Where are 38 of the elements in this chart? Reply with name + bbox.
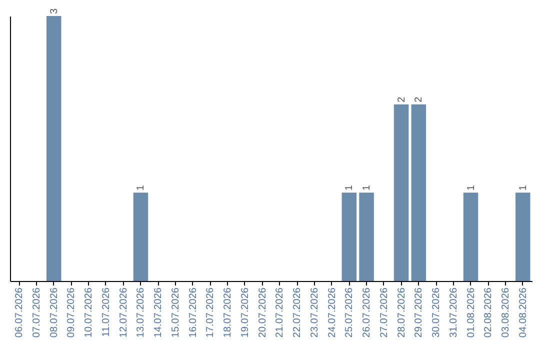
x-tick-label: 25.07.2026 [344,287,356,338]
data-label: 1 [362,184,373,191]
data-label: 1 [344,184,356,191]
x-tick-label: 03.08.2026 [500,287,512,338]
x-tick-label: 02.08.2026 [483,287,494,338]
x-tick-label: 15.07.2026 [170,287,182,338]
x-tick-label: 31.07.2026 [448,287,460,338]
data-label: 2 [396,96,408,102]
x-tick-label: 04.08.2026 [518,287,529,338]
data-label: 3 [48,8,60,14]
x-tick-label: 23.07.2026 [309,287,320,338]
data-label: 1 [466,184,477,191]
x-tick-label: 28.07.2026 [396,287,408,338]
x-tick-label: 06.07.2026 [14,287,26,338]
x-tick-label: 09.07.2026 [66,287,78,338]
x-tick-label: 08.07.2026 [48,287,60,338]
x-tick-label: 21.07.2026 [274,287,286,338]
x-tick-label: 12.07.2026 [118,287,130,338]
x-tick-label: 30.07.2026 [431,287,442,338]
data-label: 1 [518,184,529,191]
x-tick-label: 11.07.2026 [100,287,112,337]
x-tick-label: 19.07.2026 [240,287,251,338]
x-tick-label: 16.07.2026 [188,287,199,338]
x-tick-label: 26.07.2026 [362,287,373,338]
x-tick-label: 17.07.2026 [205,287,216,338]
x-tick-label: 20.07.2026 [257,287,268,338]
x-tick-label: 29.07.2026 [414,287,425,338]
x-tick-label: 01.08.2026 [466,287,477,338]
x-tick-label: 18.07.2026 [222,287,234,338]
x-tick-label: 13.07.2026 [136,287,147,338]
x-tick-label: 10.07.2026 [84,287,95,338]
data-label: 2 [414,96,425,102]
x-tick-label: 07.07.2026 [31,287,42,338]
data-label: 1 [136,184,147,191]
x-tick-label: 14.07.2026 [153,287,164,338]
x-tick-label: 27.07.2026 [378,287,390,338]
x-tick-label: 24.07.2026 [326,287,338,338]
x-tick-label: 22.07.2026 [292,287,304,338]
